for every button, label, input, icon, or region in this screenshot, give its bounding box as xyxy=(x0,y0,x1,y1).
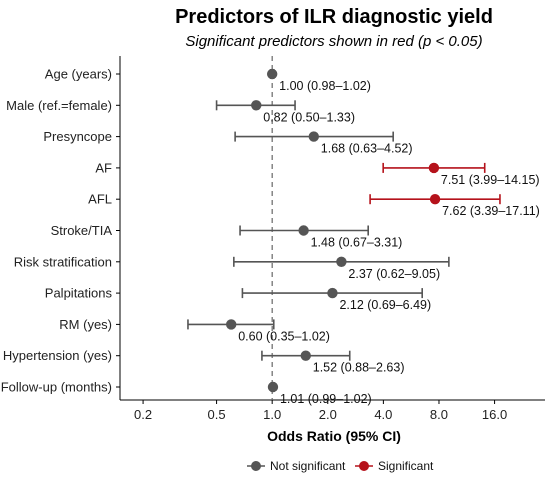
y-tick-label: Risk stratification xyxy=(14,254,112,269)
y-tick-label: Presyncope xyxy=(43,129,112,144)
x-tick-label: 4.0 xyxy=(374,407,392,422)
x-tick-label: 1.0 xyxy=(263,407,281,422)
x-tick-label: 16.0 xyxy=(482,407,507,422)
data-label: 1.01 (0.99–1.02) xyxy=(280,392,372,406)
odds-ratio-point xyxy=(327,287,338,299)
x-tick-label: 8.0 xyxy=(430,407,448,422)
data-label: 2.37 (0.62–9.05) xyxy=(348,267,440,281)
chart-subtitle: Significant predictors shown in red (p <… xyxy=(185,33,482,50)
data-label: 1.52 (0.88–2.63) xyxy=(313,361,405,375)
data-label: 7.51 (3.99–14.15) xyxy=(441,173,540,187)
data-label: 0.60 (0.35–1.02) xyxy=(238,329,330,343)
x-tick-label: 2.0 xyxy=(319,407,337,422)
data-label: 1.00 (0.98–1.02) xyxy=(279,79,371,93)
odds-ratio-point xyxy=(226,319,237,330)
y-tick-label: Follow-up (months) xyxy=(1,380,112,395)
odds-ratio-point xyxy=(428,162,440,174)
y-tick-label: RM (yes) xyxy=(59,317,112,332)
legend: Not significant Significant xyxy=(247,459,434,473)
y-tick-label: Hypertension (yes) xyxy=(3,348,112,363)
plot-area: 0.2 0.5 1.0 2.0 4.0 8.0 16.0 Age (years) 1.00 (0… xyxy=(1,56,545,422)
legend-key-point xyxy=(251,461,261,471)
odds-ratio-point xyxy=(267,381,279,393)
y-tick-label: Male (ref.=female) xyxy=(6,98,112,113)
x-tick-label: 0.2 xyxy=(134,407,152,422)
odds-ratio-point xyxy=(300,350,311,361)
odds-ratio-point xyxy=(429,194,441,205)
x-tick-label: 0.5 xyxy=(208,407,226,422)
legend-key-point xyxy=(359,461,369,471)
odds-ratio-point xyxy=(298,225,309,236)
odds-ratio-point xyxy=(336,256,347,267)
data-label: 0.82 (0.50–1.33) xyxy=(263,110,355,124)
y-tick-label: AF xyxy=(95,160,112,175)
y-tick-label: Palpitations xyxy=(45,286,113,301)
legend-label: Significant xyxy=(378,459,434,473)
y-tick-label: AFL xyxy=(88,192,112,207)
legend-label: Not significant xyxy=(270,459,346,473)
odds-ratio-point xyxy=(308,131,319,142)
data-label: 2.12 (0.69–6.49) xyxy=(339,298,431,312)
odds-ratio-point xyxy=(251,100,262,111)
y-tick-label: Stroke/TIA xyxy=(51,223,113,238)
y-tick-label: Age (years) xyxy=(45,67,112,82)
data-label: 1.48 (0.67–3.31) xyxy=(311,236,403,250)
x-axis-title: Odds Ratio (95% CI) xyxy=(267,428,401,444)
data-label: 1.68 (0.63–4.52) xyxy=(321,142,413,156)
chart-title: Predictors of ILR diagnostic yield xyxy=(175,6,493,28)
odds-ratio-point xyxy=(266,68,278,80)
data-label: 7.62 (3.39–17.11) xyxy=(442,204,540,218)
